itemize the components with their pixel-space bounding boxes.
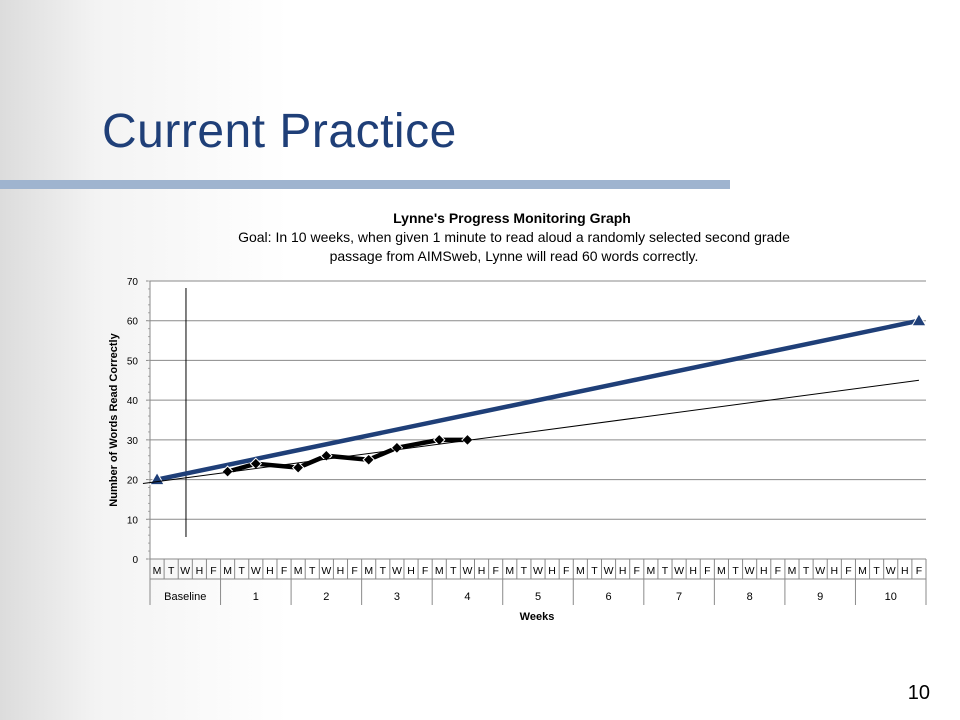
trend-line <box>142 379 920 485</box>
day-label: W <box>251 565 261 577</box>
day-label: F <box>704 565 710 577</box>
progress-marker <box>291 461 305 474</box>
week-label: 5 <box>535 591 541 603</box>
day-label: T <box>238 565 245 577</box>
y-tick-label: 50 <box>127 356 139 367</box>
day-label: W <box>815 565 825 577</box>
y-tick-label: 10 <box>127 515 139 526</box>
day-label: T <box>168 565 175 577</box>
week-label: 1 <box>253 591 259 603</box>
goal-line <box>154 318 922 482</box>
y-tick-label: 60 <box>127 317 139 328</box>
day-label: H <box>619 565 627 577</box>
day-label: W <box>533 565 543 577</box>
day-label: H <box>478 565 486 577</box>
day-label: H <box>266 565 274 577</box>
day-label: M <box>788 565 797 577</box>
day-label: M <box>858 565 867 577</box>
day-label: H <box>901 565 909 577</box>
day-label: T <box>732 565 739 577</box>
x-axis-label: Weeks <box>520 611 555 623</box>
day-label: F <box>634 565 640 577</box>
day-label: H <box>760 565 768 577</box>
week-label: 7 <box>676 591 682 603</box>
day-label: F <box>281 565 287 577</box>
day-label: T <box>521 565 528 577</box>
day-label: F <box>916 565 922 577</box>
y-tick-label: 30 <box>127 436 139 447</box>
y-tick-label: 70 <box>127 277 139 288</box>
day-label: H <box>337 565 345 577</box>
day-label: F <box>563 565 569 577</box>
week-label: 8 <box>747 591 753 603</box>
chart-subtitle-line-1: Goal: In 10 weeks, when given 1 minute t… <box>238 229 790 245</box>
day-label: F <box>775 565 781 577</box>
day-label: F <box>492 565 498 577</box>
day-label: W <box>604 565 614 577</box>
day-label: M <box>717 565 726 577</box>
day-label: W <box>462 565 472 577</box>
y-axis-label: Number of Words Read Correctly <box>108 332 120 506</box>
day-label: M <box>153 565 162 577</box>
day-label: T <box>380 565 387 577</box>
chart-title: Lynne's Progress Monitoring Graph <box>393 210 631 226</box>
day-label: T <box>591 565 598 577</box>
day-label: F <box>845 565 851 577</box>
day-label: H <box>548 565 556 577</box>
day-label: W <box>180 565 190 577</box>
day-label: M <box>294 565 303 577</box>
page-number: 10 <box>907 682 930 704</box>
week-label: 2 <box>323 591 329 603</box>
day-label: M <box>646 565 655 577</box>
progress-marker <box>221 465 234 478</box>
day-label: H <box>689 565 697 577</box>
slide-title: Current Practice <box>102 105 457 158</box>
day-label: H <box>196 565 204 577</box>
week-label: 6 <box>605 591 611 603</box>
chart-subtitle-line-2: passage from AIMSweb, Lynne will read 60… <box>330 248 699 264</box>
y-tick-label: 20 <box>127 476 139 487</box>
y-tick-label: 0 <box>132 555 138 566</box>
day-label: M <box>364 565 373 577</box>
day-label: M <box>223 565 232 577</box>
day-label: W <box>886 565 896 577</box>
progress-marker <box>249 457 263 470</box>
progress-marker <box>362 453 375 466</box>
progress-marker <box>461 433 474 447</box>
day-label: H <box>830 565 838 577</box>
day-label: F <box>422 565 428 577</box>
day-label: T <box>662 565 669 577</box>
y-tick-label: 40 <box>127 396 139 407</box>
progress-line <box>225 437 470 474</box>
day-label: W <box>745 565 755 577</box>
day-label: T <box>803 565 810 577</box>
plot-background <box>150 281 926 559</box>
week-label: Baseline <box>164 591 206 603</box>
day-label: F <box>351 565 357 577</box>
day-label: M <box>435 565 444 577</box>
day-label: F <box>210 565 216 577</box>
week-label: 9 <box>817 591 823 603</box>
day-label: M <box>505 565 514 577</box>
day-label: W <box>674 565 684 577</box>
title-rule <box>0 180 730 189</box>
day-label: H <box>407 565 415 577</box>
day-label: W <box>392 565 402 577</box>
day-label: T <box>873 565 880 577</box>
goal-marker <box>911 312 927 327</box>
week-label: 4 <box>464 591 470 603</box>
day-label: T <box>309 565 316 577</box>
day-label: W <box>321 565 331 577</box>
day-label: T <box>450 565 457 577</box>
day-label: M <box>576 565 585 577</box>
progress-marker <box>433 433 446 447</box>
week-label: 3 <box>394 591 400 603</box>
week-label: 10 <box>885 591 897 603</box>
